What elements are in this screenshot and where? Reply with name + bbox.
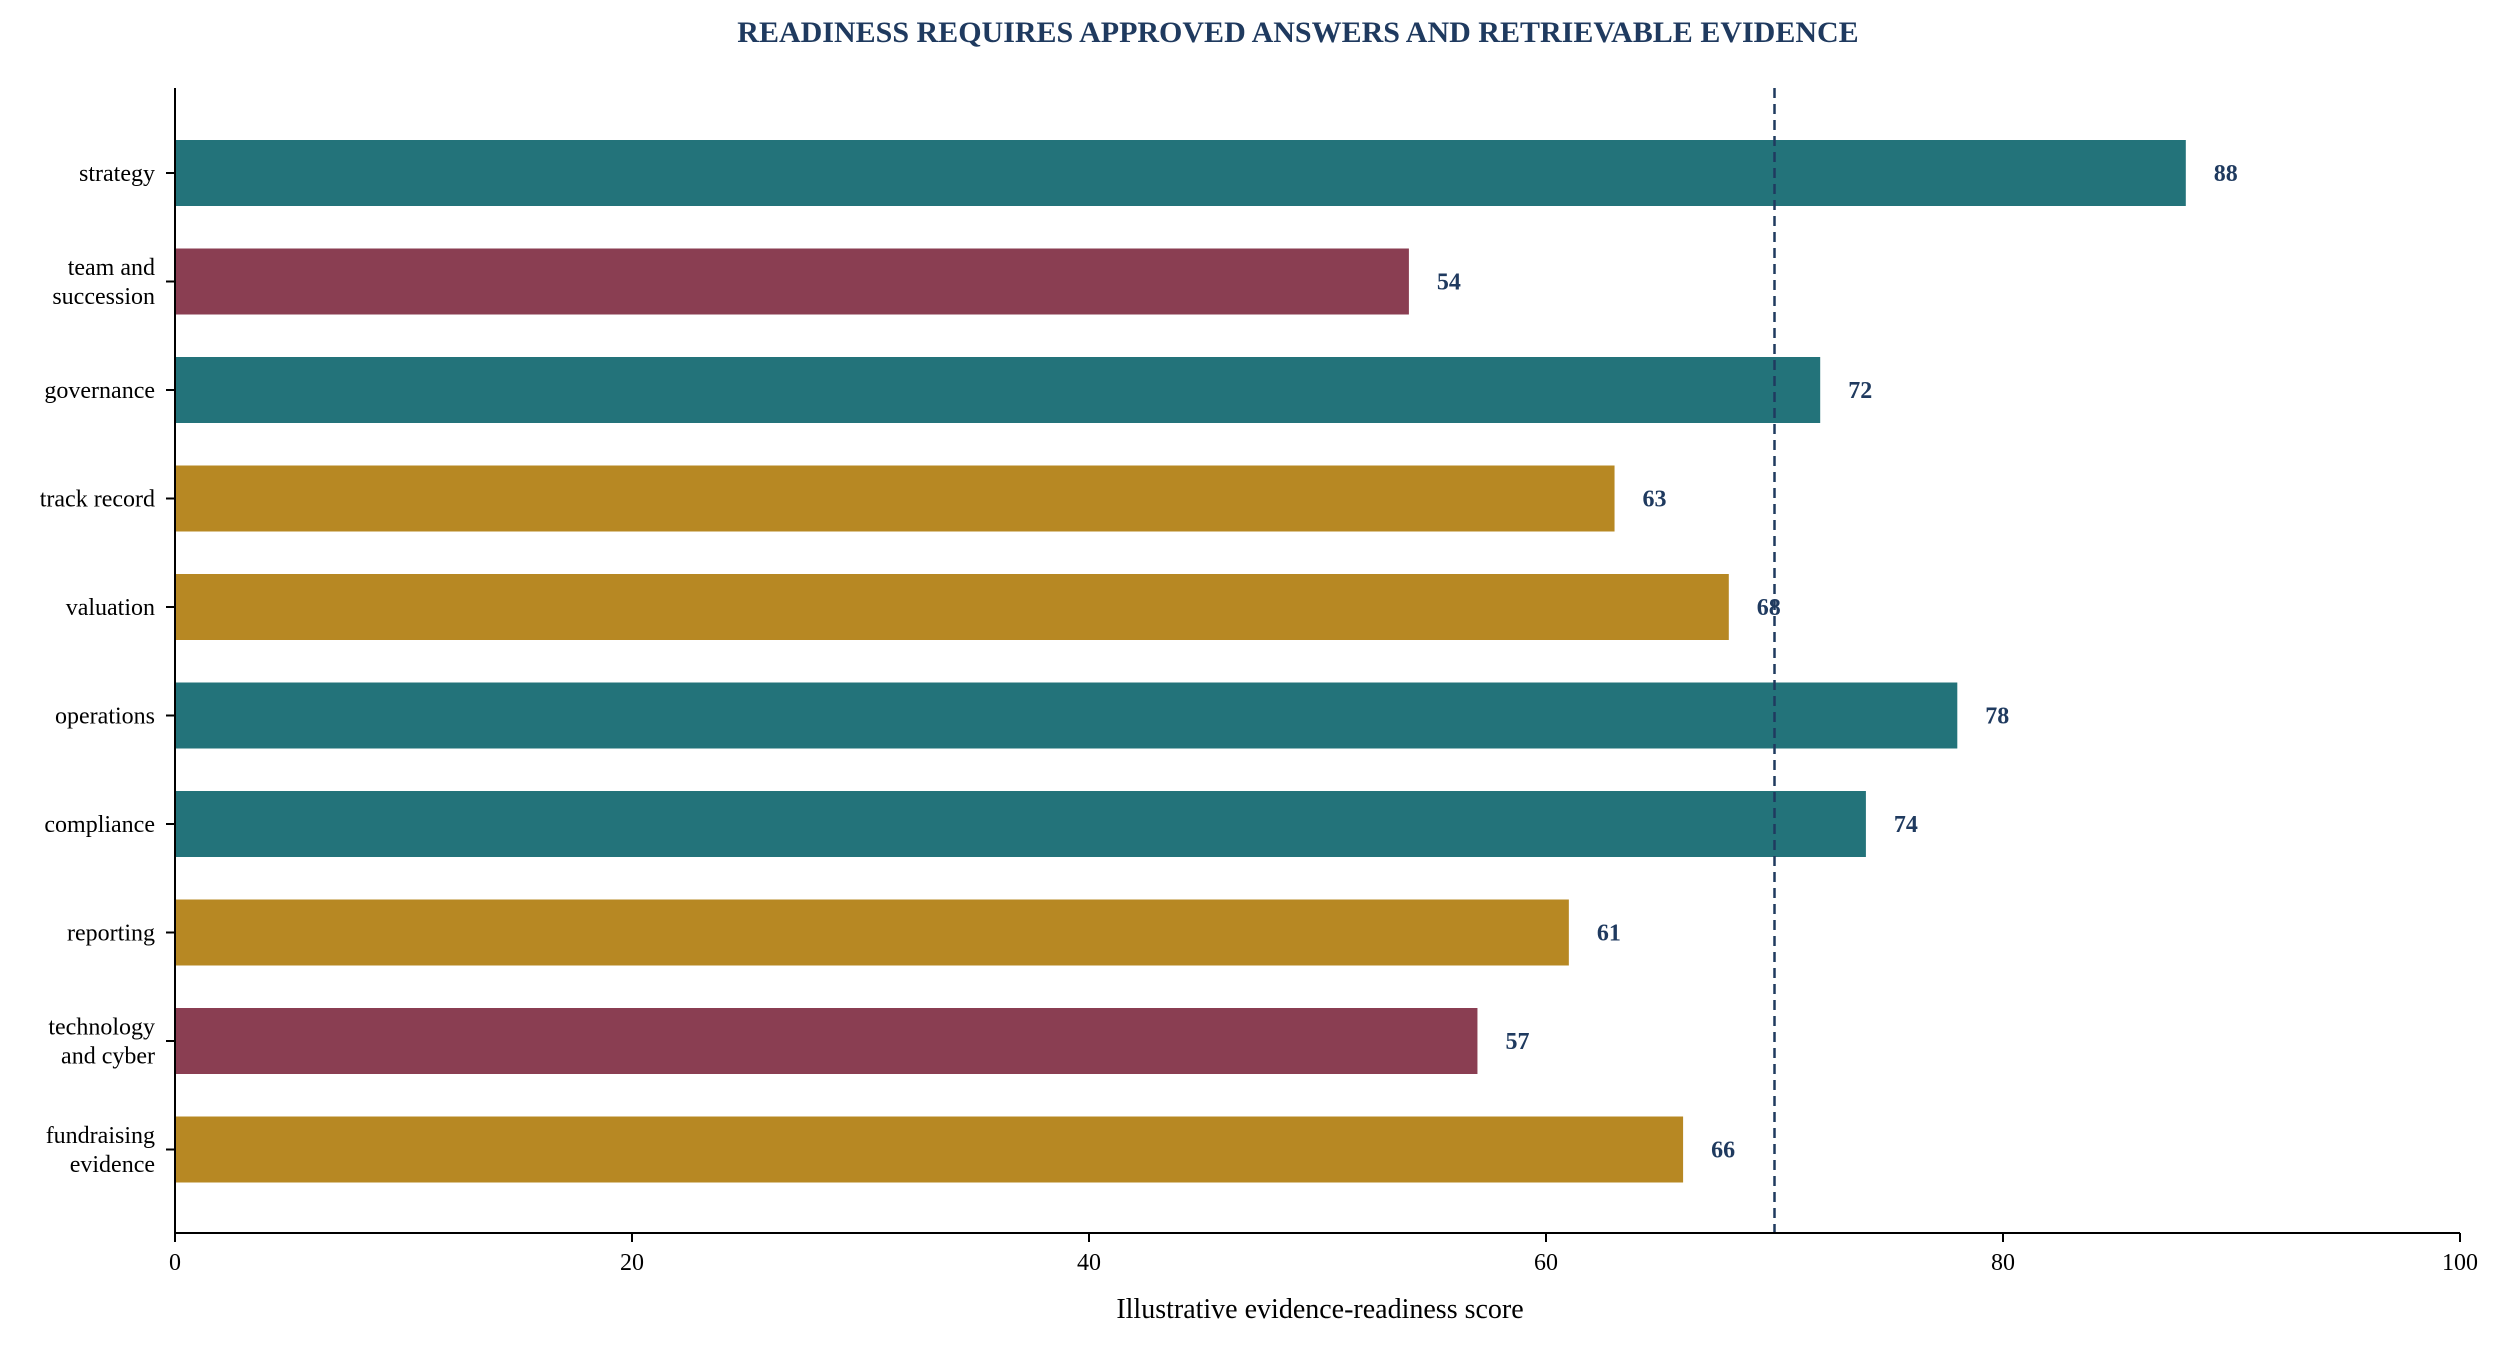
y-tick-label-governance: governance bbox=[44, 378, 155, 404]
bar-compliance bbox=[175, 791, 1866, 857]
y-tick-label-team-and-succession: team and succession bbox=[52, 255, 155, 310]
bar-track-record bbox=[175, 465, 1615, 532]
x-axis: 0 20 40 60 80 100 bbox=[169, 1232, 2478, 1276]
y-tick-label-valuation: valuation bbox=[66, 595, 155, 621]
y-tick-label-reporting: reporting bbox=[67, 921, 155, 947]
y-tick-label-track-record: track record bbox=[40, 487, 155, 513]
y-tick-label-compliance: compliance bbox=[44, 812, 155, 838]
bar-operations bbox=[175, 682, 1958, 749]
value-label-valuation: 68 bbox=[1757, 595, 1781, 621]
y-axis: strategy team and succession governance trac… bbox=[40, 88, 176, 1233]
x-tick-label: 80 bbox=[1991, 1250, 2015, 1276]
value-label-track-record: 63 bbox=[1643, 487, 1667, 513]
bars-layer bbox=[175, 140, 2186, 1183]
y-tick-label-fundraising-evidence: fundraising evidence bbox=[46, 1123, 155, 1178]
bar-fundraising-evidence bbox=[175, 1116, 1684, 1183]
x-tick-label: 0 bbox=[169, 1250, 181, 1276]
bar-strategy bbox=[175, 140, 2186, 206]
bar-governance bbox=[175, 357, 1821, 423]
x-axis-label: Illustrative evidence-readiness score bbox=[1116, 1294, 1523, 1325]
value-label-team-and-succession: 54 bbox=[1437, 270, 1461, 296]
bar-reporting bbox=[175, 899, 1569, 966]
value-label-compliance: 74 bbox=[1894, 812, 1918, 838]
value-label-technology-and-cyber: 57 bbox=[1505, 1029, 1529, 1055]
bar-valuation bbox=[175, 574, 1729, 640]
chart-title: READINESS REQUIRES APPROVED ANSWERS AND … bbox=[737, 16, 1858, 49]
value-label-governance: 72 bbox=[1848, 378, 1872, 404]
x-tick-label: 60 bbox=[1534, 1250, 1558, 1276]
y-tick-label-strategy: strategy bbox=[79, 161, 155, 187]
value-labels-layer: 88 54 72 63 68 78 74 61 57 66 bbox=[1437, 161, 2238, 1164]
bar-technology-and-cyber bbox=[175, 1008, 1478, 1074]
bar-team-and-succession bbox=[175, 248, 1409, 315]
x-tick-label: 20 bbox=[620, 1250, 644, 1276]
value-label-fundraising-evidence: 66 bbox=[1711, 1138, 1735, 1164]
value-label-operations: 78 bbox=[1985, 704, 2009, 730]
value-label-strategy: 88 bbox=[2214, 161, 2238, 187]
y-tick-label-technology-and-cyber: technology and cyber bbox=[48, 1015, 155, 1070]
x-tick-label: 100 bbox=[2442, 1250, 2478, 1276]
x-tick-label: 40 bbox=[1077, 1250, 1101, 1276]
y-tick-label-operations: operations bbox=[55, 704, 155, 730]
value-label-reporting: 61 bbox=[1597, 921, 1621, 947]
